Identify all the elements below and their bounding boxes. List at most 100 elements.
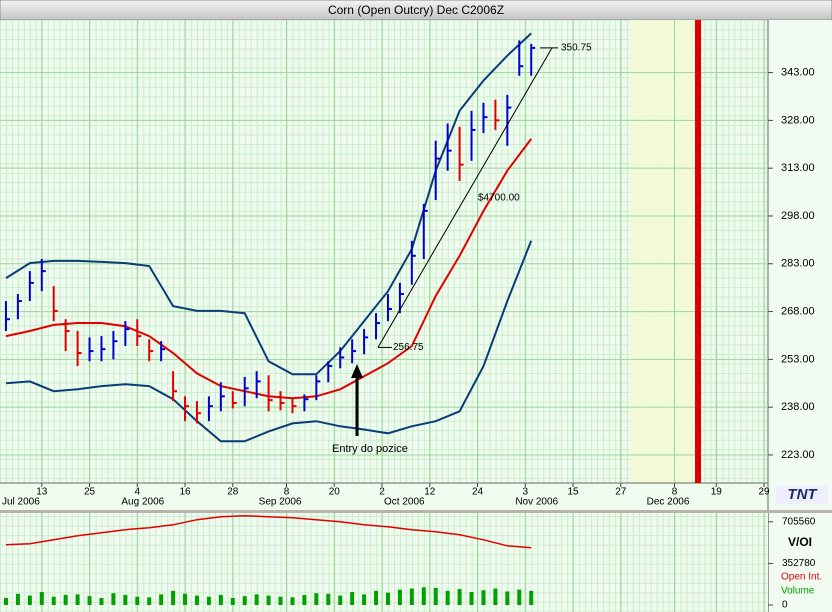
price-axis [768, 20, 832, 510]
volume-bar [445, 590, 450, 605]
x-tick-label: 24 [472, 487, 484, 498]
volume-bar [87, 596, 92, 605]
x-month-label: Oct 2006 [384, 497, 425, 508]
band-line [5, 32, 532, 376]
volume-bar [99, 597, 104, 605]
y-tick-label: 313.00 [781, 162, 815, 174]
volume-bar [39, 592, 44, 605]
arrow-head [351, 364, 363, 378]
expiry-zone [630, 20, 698, 483]
volume-bar [481, 590, 486, 605]
volume-bar [517, 589, 522, 605]
volume-bar [194, 595, 199, 605]
date-axis [0, 483, 768, 510]
legend-entry: Open Int. [781, 572, 822, 583]
annotation: Entry do pozice [332, 443, 408, 455]
y-tick-label: 343.00 [781, 66, 815, 78]
legend-entry: Volume [781, 586, 815, 597]
x-tick-label: 19 [711, 487, 723, 498]
volume-bar [242, 596, 247, 605]
volume-bar [433, 587, 438, 605]
x-tick-label: 3 [522, 487, 528, 498]
x-tick-label: 25 [84, 487, 96, 498]
x-month-label: Sep 2006 [259, 497, 302, 508]
x-tick-label: 20 [329, 487, 341, 498]
volume-bar [27, 595, 32, 605]
y-tick-label: 328.00 [781, 114, 815, 126]
trend-label: $4700.00 [478, 193, 520, 204]
volume-bar [159, 594, 164, 605]
y-tick-label: 0 [782, 600, 788, 611]
volume-bar [326, 593, 331, 605]
volume-bar [278, 596, 283, 605]
volume-bar [75, 594, 80, 605]
x-tick-label: 27 [615, 487, 627, 498]
volume-bar [135, 596, 140, 605]
x-tick-label: 8 [672, 487, 678, 498]
volume-bar [493, 588, 498, 605]
volume-bar [338, 595, 343, 605]
y-tick-label: 268.00 [781, 305, 815, 317]
y-tick-label: 705560 [782, 516, 816, 527]
expiry-line [695, 20, 701, 483]
volume-bar [397, 589, 402, 605]
volume-bar [302, 594, 307, 605]
volume-bar [374, 590, 379, 605]
logo: TNT [787, 486, 818, 503]
x-month-label: Jul 2006 [2, 497, 40, 508]
x-tick-label: 15 [567, 487, 579, 498]
level-label: 256.75 [393, 342, 424, 353]
volume-bar [15, 593, 20, 605]
y-tick-label: 253.00 [781, 353, 815, 365]
y-tick-label: 352780 [782, 558, 816, 569]
volume-bar [147, 597, 152, 605]
volume-bar [3, 597, 8, 605]
volume-bar [529, 590, 534, 605]
x-tick-label: 4 [135, 487, 141, 498]
band-line [5, 240, 533, 443]
volume-bar [51, 596, 56, 605]
oi-line [5, 514, 532, 549]
x-tick-label: 2 [379, 487, 385, 498]
x-tick-label: 16 [179, 487, 191, 498]
volume-bar [409, 588, 414, 605]
volume-bar [457, 589, 462, 605]
x-tick-label: 8 [284, 487, 290, 498]
volume-bar [421, 587, 426, 605]
volume-bar [290, 597, 295, 605]
trend-line [377, 47, 553, 348]
y-tick-label: 223.00 [781, 449, 815, 461]
volume-bar [230, 597, 235, 605]
volume-bar [123, 594, 128, 605]
volume-bar [350, 592, 355, 605]
volume-bar [171, 590, 176, 605]
volume-bar [469, 592, 474, 605]
volume-bar [63, 594, 68, 605]
volume-bar [505, 591, 510, 605]
volume-bar [218, 594, 223, 605]
logo-box [776, 486, 828, 504]
x-tick-label: 12 [424, 487, 436, 498]
x-month-label: Nov 2006 [515, 497, 558, 508]
volume-bar [183, 593, 188, 605]
x-tick-label: 13 [36, 487, 48, 498]
level-label: 350.75 [561, 43, 592, 54]
x-month-label: Dec 2006 [647, 497, 690, 508]
volume-bar [314, 593, 319, 605]
y-tick-label: 283.00 [781, 258, 815, 270]
volume-bar [206, 596, 211, 605]
x-tick-label: 28 [227, 487, 239, 498]
x-tick-label: 29 [758, 487, 770, 498]
y-tick-label: 298.00 [781, 210, 815, 222]
volume-bar [111, 593, 116, 605]
chart-title: Corn (Open Outcry) Dec C2006Z [328, 3, 504, 17]
volume-bar [254, 594, 259, 605]
volume-bar [385, 592, 390, 605]
pane-divider [0, 510, 832, 513]
volume-axis [769, 513, 832, 612]
volume-bar [266, 595, 271, 605]
y-tick-label: 238.00 [781, 401, 815, 413]
x-month-label: Aug 2006 [121, 497, 164, 508]
volume-bar [362, 594, 367, 605]
